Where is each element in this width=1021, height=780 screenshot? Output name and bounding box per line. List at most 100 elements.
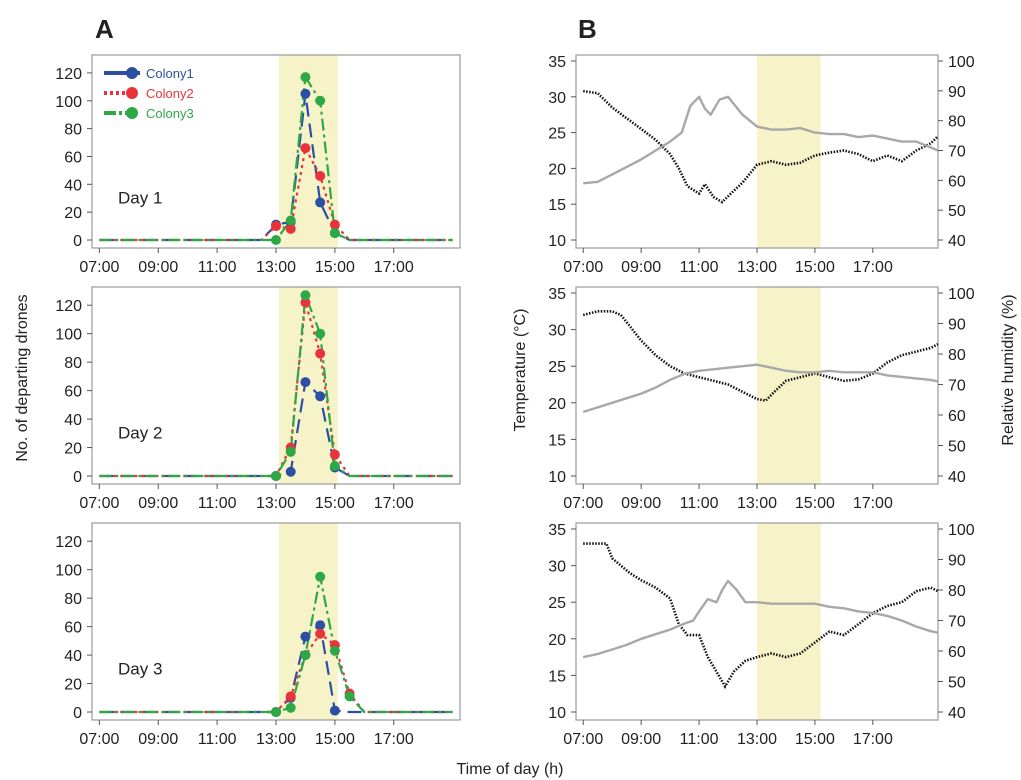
y-tick-label-left: 10: [548, 233, 566, 250]
plot-frame: [91, 522, 461, 721]
data-point: [315, 95, 326, 106]
highlight-band: [757, 523, 821, 720]
data-point: [271, 235, 281, 245]
y-tick-label-left: 25: [548, 359, 566, 376]
day-label: Day 2: [118, 424, 162, 443]
x-tick-label: 15:00: [315, 259, 355, 276]
x-tick-label: 11:00: [680, 495, 719, 512]
x-tick-label: 07:00: [563, 495, 603, 512]
x-tick-label: 07:00: [79, 495, 119, 512]
highlight-band: [757, 55, 821, 248]
data-point: [300, 72, 311, 83]
y-tick-label-right: 90: [948, 553, 966, 570]
data-point: [271, 707, 281, 717]
panel-b-label: B: [578, 14, 597, 44]
y-tick-label-left: 20: [548, 632, 566, 649]
x-tick-label: 17:00: [374, 495, 414, 512]
series-line: [99, 302, 453, 478]
x-tick-label: 13:00: [256, 495, 296, 512]
y-tick-label-left: 15: [548, 197, 566, 214]
legend-marker: [126, 87, 138, 99]
y-tick-label: 0: [73, 705, 82, 722]
x-tick-label: 07:00: [563, 259, 603, 276]
x-tick-label: 13:00: [737, 495, 777, 512]
y-tick-label: 100: [55, 563, 82, 580]
x-tick-label: 11:00: [198, 259, 237, 276]
data-point: [329, 461, 340, 472]
data-point: [329, 228, 340, 239]
y-tick-label-left: 20: [548, 161, 566, 178]
x-tick-label: 09:00: [621, 495, 661, 512]
x-tick-label: 11:00: [198, 495, 237, 512]
panel-a-label: A: [95, 14, 114, 44]
y-tick-label-right: 80: [948, 347, 966, 364]
x-tick-label: 09:00: [138, 731, 178, 748]
y-tick-label-left: 15: [548, 432, 566, 449]
y-tick-label-right: 50: [948, 675, 966, 692]
data-point: [315, 620, 326, 631]
x-tick-label: 09:00: [138, 495, 178, 512]
data-point: [315, 391, 326, 402]
y-tick-label-right: 70: [948, 378, 966, 395]
y-tick-label: 0: [73, 233, 82, 250]
y-tick-label-right: 60: [948, 644, 966, 661]
y-tick-label-right: 80: [948, 114, 966, 131]
data-point: [271, 221, 281, 232]
data-point: [300, 88, 311, 99]
legend-label: Colony3: [146, 106, 194, 121]
data-point: [285, 223, 296, 234]
legend-marker: [126, 67, 138, 79]
y-tick-label-left: 35: [548, 286, 566, 303]
x-tick-label: 07:00: [79, 259, 119, 276]
plot-frames: [87, 54, 943, 725]
temperature-line: [582, 309, 939, 402]
y-tick-label-right: 80: [948, 583, 966, 600]
data-point: [329, 705, 340, 716]
humidity-line: [582, 579, 939, 659]
y-tick-label: 20: [64, 441, 82, 458]
day-label: Day 3: [118, 660, 162, 679]
y-tick-label-right: 100: [948, 286, 975, 303]
y-tick-label-left: 35: [548, 522, 566, 539]
x-tick-label: 17:00: [853, 731, 893, 748]
x-tick-label: 13:00: [256, 731, 296, 748]
x-tick-label: 13:00: [737, 731, 777, 748]
x-tick-label: 09:00: [621, 259, 661, 276]
y-tick-label: 60: [64, 149, 82, 166]
legend-marker: [126, 107, 138, 119]
x-tick-label: 09:00: [621, 731, 661, 748]
data-point: [300, 631, 311, 642]
y-axis-label-drones: No. of departing drones: [14, 294, 31, 461]
y-tick-label: 0: [73, 469, 82, 486]
x-tick-label: 13:00: [256, 259, 296, 276]
x-axis-label: Time of day (h): [457, 761, 564, 778]
plot-frame: [91, 286, 461, 485]
y-tick-label-left: 10: [548, 705, 566, 722]
data-point: [329, 645, 340, 656]
data-point: [271, 471, 281, 481]
y-tick-label: 40: [64, 177, 82, 194]
data-point: [329, 219, 340, 230]
x-tick-label: 11:00: [680, 259, 719, 276]
series-line: [99, 576, 453, 714]
y-axis-label-humidity: Relative humidity (%): [1000, 294, 1017, 445]
series-line: [99, 73, 453, 242]
y-tick-label: 100: [55, 327, 82, 344]
y-tick-label-right: 40: [948, 233, 966, 250]
y-tick-label-right: 70: [948, 144, 966, 161]
legend-label: Colony2: [146, 86, 194, 101]
plot-frame: [91, 54, 461, 249]
x-tick-label: 17:00: [853, 259, 893, 276]
x-tick-label: 17:00: [374, 731, 414, 748]
y-tick-label: 40: [64, 648, 82, 665]
data-point: [285, 702, 296, 713]
data-point: [285, 466, 296, 477]
y-tick-label-left: 10: [548, 469, 566, 486]
x-tick-label: 11:00: [198, 731, 237, 748]
y-tick-label-right: 90: [948, 84, 966, 101]
y-axis-label-temperature: Temperature (°C): [512, 309, 529, 432]
data-point: [300, 143, 311, 154]
highlight-layer: [278, 55, 821, 720]
